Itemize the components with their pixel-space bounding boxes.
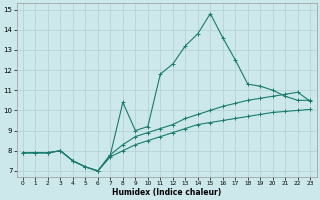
- X-axis label: Humidex (Indice chaleur): Humidex (Indice chaleur): [112, 188, 221, 197]
